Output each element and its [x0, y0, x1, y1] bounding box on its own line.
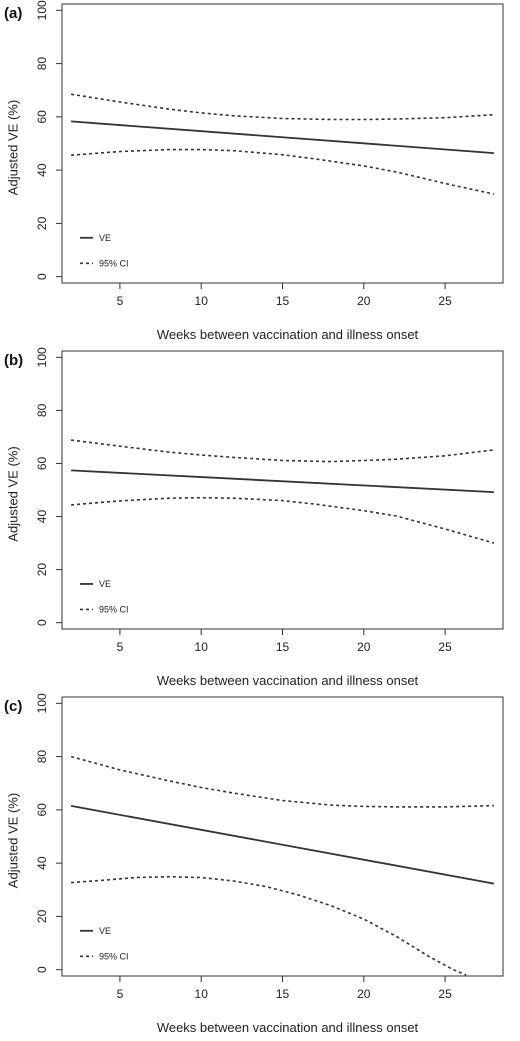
legend-ve-label: VE: [99, 926, 111, 936]
legend-ci-label: 95% CI: [99, 258, 129, 268]
y-axis-label: Adjusted VE (%): [5, 100, 20, 195]
y-axis-label: Adjusted VE (%): [5, 446, 20, 541]
x-tick-label: 25: [438, 987, 452, 1001]
y-tick-label: 60: [35, 456, 49, 470]
x-axis-label: Weeks between vaccination and illness on…: [157, 1020, 419, 1035]
ci-upper-line: [70, 93, 494, 121]
ci-lower-line: [71, 875, 467, 976]
x-tick-label: 15: [276, 640, 290, 654]
x-tick-label: 15: [276, 294, 290, 308]
chart-panel-1: (a) 0 20 40 60 80 100 5 10 15 20 25 Weeks between va…: [4, 0, 504, 342]
x-axis-label: Weeks between vaccination and illness on…: [157, 673, 419, 688]
panel-label: (c): [4, 698, 22, 715]
y-tick-label: 20: [35, 563, 49, 577]
x-axis-label: Weeks between vaccination and illness on…: [157, 327, 419, 342]
series-group: [70, 755, 495, 976]
legend-ci-label: 95% CI: [99, 951, 129, 961]
ve-line: [71, 469, 494, 493]
y-tick-label: 80: [35, 403, 49, 417]
panel-label: (b): [4, 352, 23, 369]
x-tick-label: 20: [357, 294, 371, 308]
ci-lower-line: [71, 496, 495, 544]
series-group: [71, 439, 495, 544]
x-tick-label: 20: [357, 640, 371, 654]
panel-label: (a): [4, 5, 22, 22]
x-tick-label: 5: [117, 640, 124, 654]
y-tick-label: 40: [35, 510, 49, 524]
legend-ve-label: VE: [99, 233, 111, 243]
y-tick-label: 20: [35, 909, 49, 923]
plot-frame: [61, 3, 504, 284]
y-tick-label: 60: [35, 110, 49, 124]
y-tick-label: 60: [35, 803, 49, 817]
ci-upper-line: [71, 439, 494, 463]
x-tick-label: 25: [438, 294, 452, 308]
y-tick-label: 100: [35, 0, 49, 20]
y-tick-label: 20: [35, 216, 49, 230]
x-tick-label: 20: [357, 987, 371, 1001]
x-tick-label: 10: [195, 294, 209, 308]
x-tick-label: 5: [117, 987, 124, 1001]
chart-panel-3: (c) 0 20 40 60 80 100 5 10 15 20 25 Weeks between va…: [4, 693, 504, 1035]
ve-line: [70, 805, 495, 885]
series-group: [70, 93, 495, 195]
y-tick-label: 40: [35, 163, 49, 177]
y-axis-label: Adjusted VE (%): [5, 793, 20, 888]
ve-line: [71, 120, 494, 154]
y-tick-label: 0: [35, 966, 49, 973]
y-tick-label: 80: [35, 57, 49, 71]
y-tick-label: 0: [35, 273, 49, 280]
y-tick-label: 100: [35, 693, 49, 713]
chart-panel-2: (b) 0 20 40 60 80 100 5 10 15 20 25 Weeks between va…: [4, 347, 504, 688]
x-tick-label: 10: [195, 987, 209, 1001]
legend-ve-label: VE: [99, 579, 111, 589]
legend: VE 95% CI: [80, 579, 129, 614]
y-tick-label: 100: [35, 347, 49, 367]
x-tick-label: 5: [117, 294, 124, 308]
legend: VE 95% CI: [80, 926, 129, 961]
x-tick-label: 25: [438, 640, 452, 654]
legend-ci-label: 95% CI: [99, 604, 129, 614]
x-tick-label: 10: [195, 640, 209, 654]
legend: VE 95% CI: [80, 233, 129, 268]
y-tick-label: 0: [35, 619, 49, 626]
y-tick-label: 80: [35, 750, 49, 764]
x-tick-label: 15: [276, 987, 290, 1001]
ci-upper-line: [70, 755, 494, 808]
ci-lower-line: [71, 148, 495, 195]
plot-frame: [61, 696, 504, 977]
y-tick-label: 40: [35, 856, 49, 870]
